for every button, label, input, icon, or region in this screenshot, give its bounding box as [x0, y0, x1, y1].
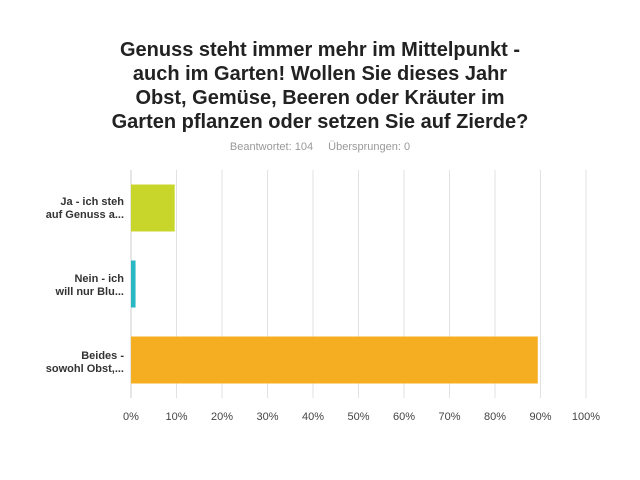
- x-tick-label: 50%: [347, 411, 369, 423]
- category-label-line: Nein - ich: [74, 273, 124, 285]
- category-label-line: auf Genuss a...: [45, 209, 124, 221]
- category-label-beides: Beides - sowohl Obst,...: [24, 350, 124, 376]
- answered-count: Beantwortet: 104: [229, 141, 314, 153]
- category-label-nein: Nein - ich will nur Blu...: [24, 273, 124, 299]
- x-tick-label: 30%: [256, 411, 278, 423]
- x-tick-label: 100%: [572, 411, 600, 423]
- response-summary: Beantwortet: 104 Übersprungen: 0: [0, 141, 640, 153]
- chart-title-line: Garten pflanzen oder setzen Sie auf Zier…: [111, 111, 529, 133]
- x-tick-label: 70%: [438, 411, 460, 423]
- bars: [131, 184, 538, 384]
- skipped-count: Übersprungen: 0: [328, 141, 411, 153]
- x-tick-label: 60%: [393, 411, 415, 423]
- chart-title-line: Genuss steht immer mehr im Mittelpunkt -: [119, 39, 521, 61]
- chart-title: Genuss steht immer mehr im Mittelpunkt -…: [60, 38, 580, 134]
- chart-title-line: Obst, Gemüse, Beeren oder Kräuter im: [135, 87, 505, 109]
- category-label-line: Ja - ich steh: [60, 196, 124, 208]
- category-label-line: will nur Blu...: [55, 286, 124, 298]
- bar-0[interactable]: [131, 184, 175, 232]
- category-label-line: sowohl Obst,...: [45, 363, 124, 375]
- bar-2[interactable]: [131, 336, 538, 384]
- x-axis-ticks: 0% 10% 20% 30% 40% 50% 60% 70% 80% 90% 100%: [123, 411, 600, 423]
- x-tick-label: 20%: [211, 411, 233, 423]
- category-label-line: Beides -: [81, 350, 124, 362]
- x-tick-label: 40%: [302, 411, 324, 423]
- bar-1[interactable]: [131, 260, 136, 308]
- x-tick-label: 90%: [529, 411, 551, 423]
- x-tick-label: 0%: [123, 411, 139, 423]
- category-label-ja: Ja - ich steh auf Genuss a...: [24, 196, 124, 222]
- x-tick-label: 10%: [165, 411, 187, 423]
- chart-title-line: auch im Garten! Wollen Sie dieses Jahr: [132, 63, 508, 85]
- x-tick-label: 80%: [484, 411, 506, 423]
